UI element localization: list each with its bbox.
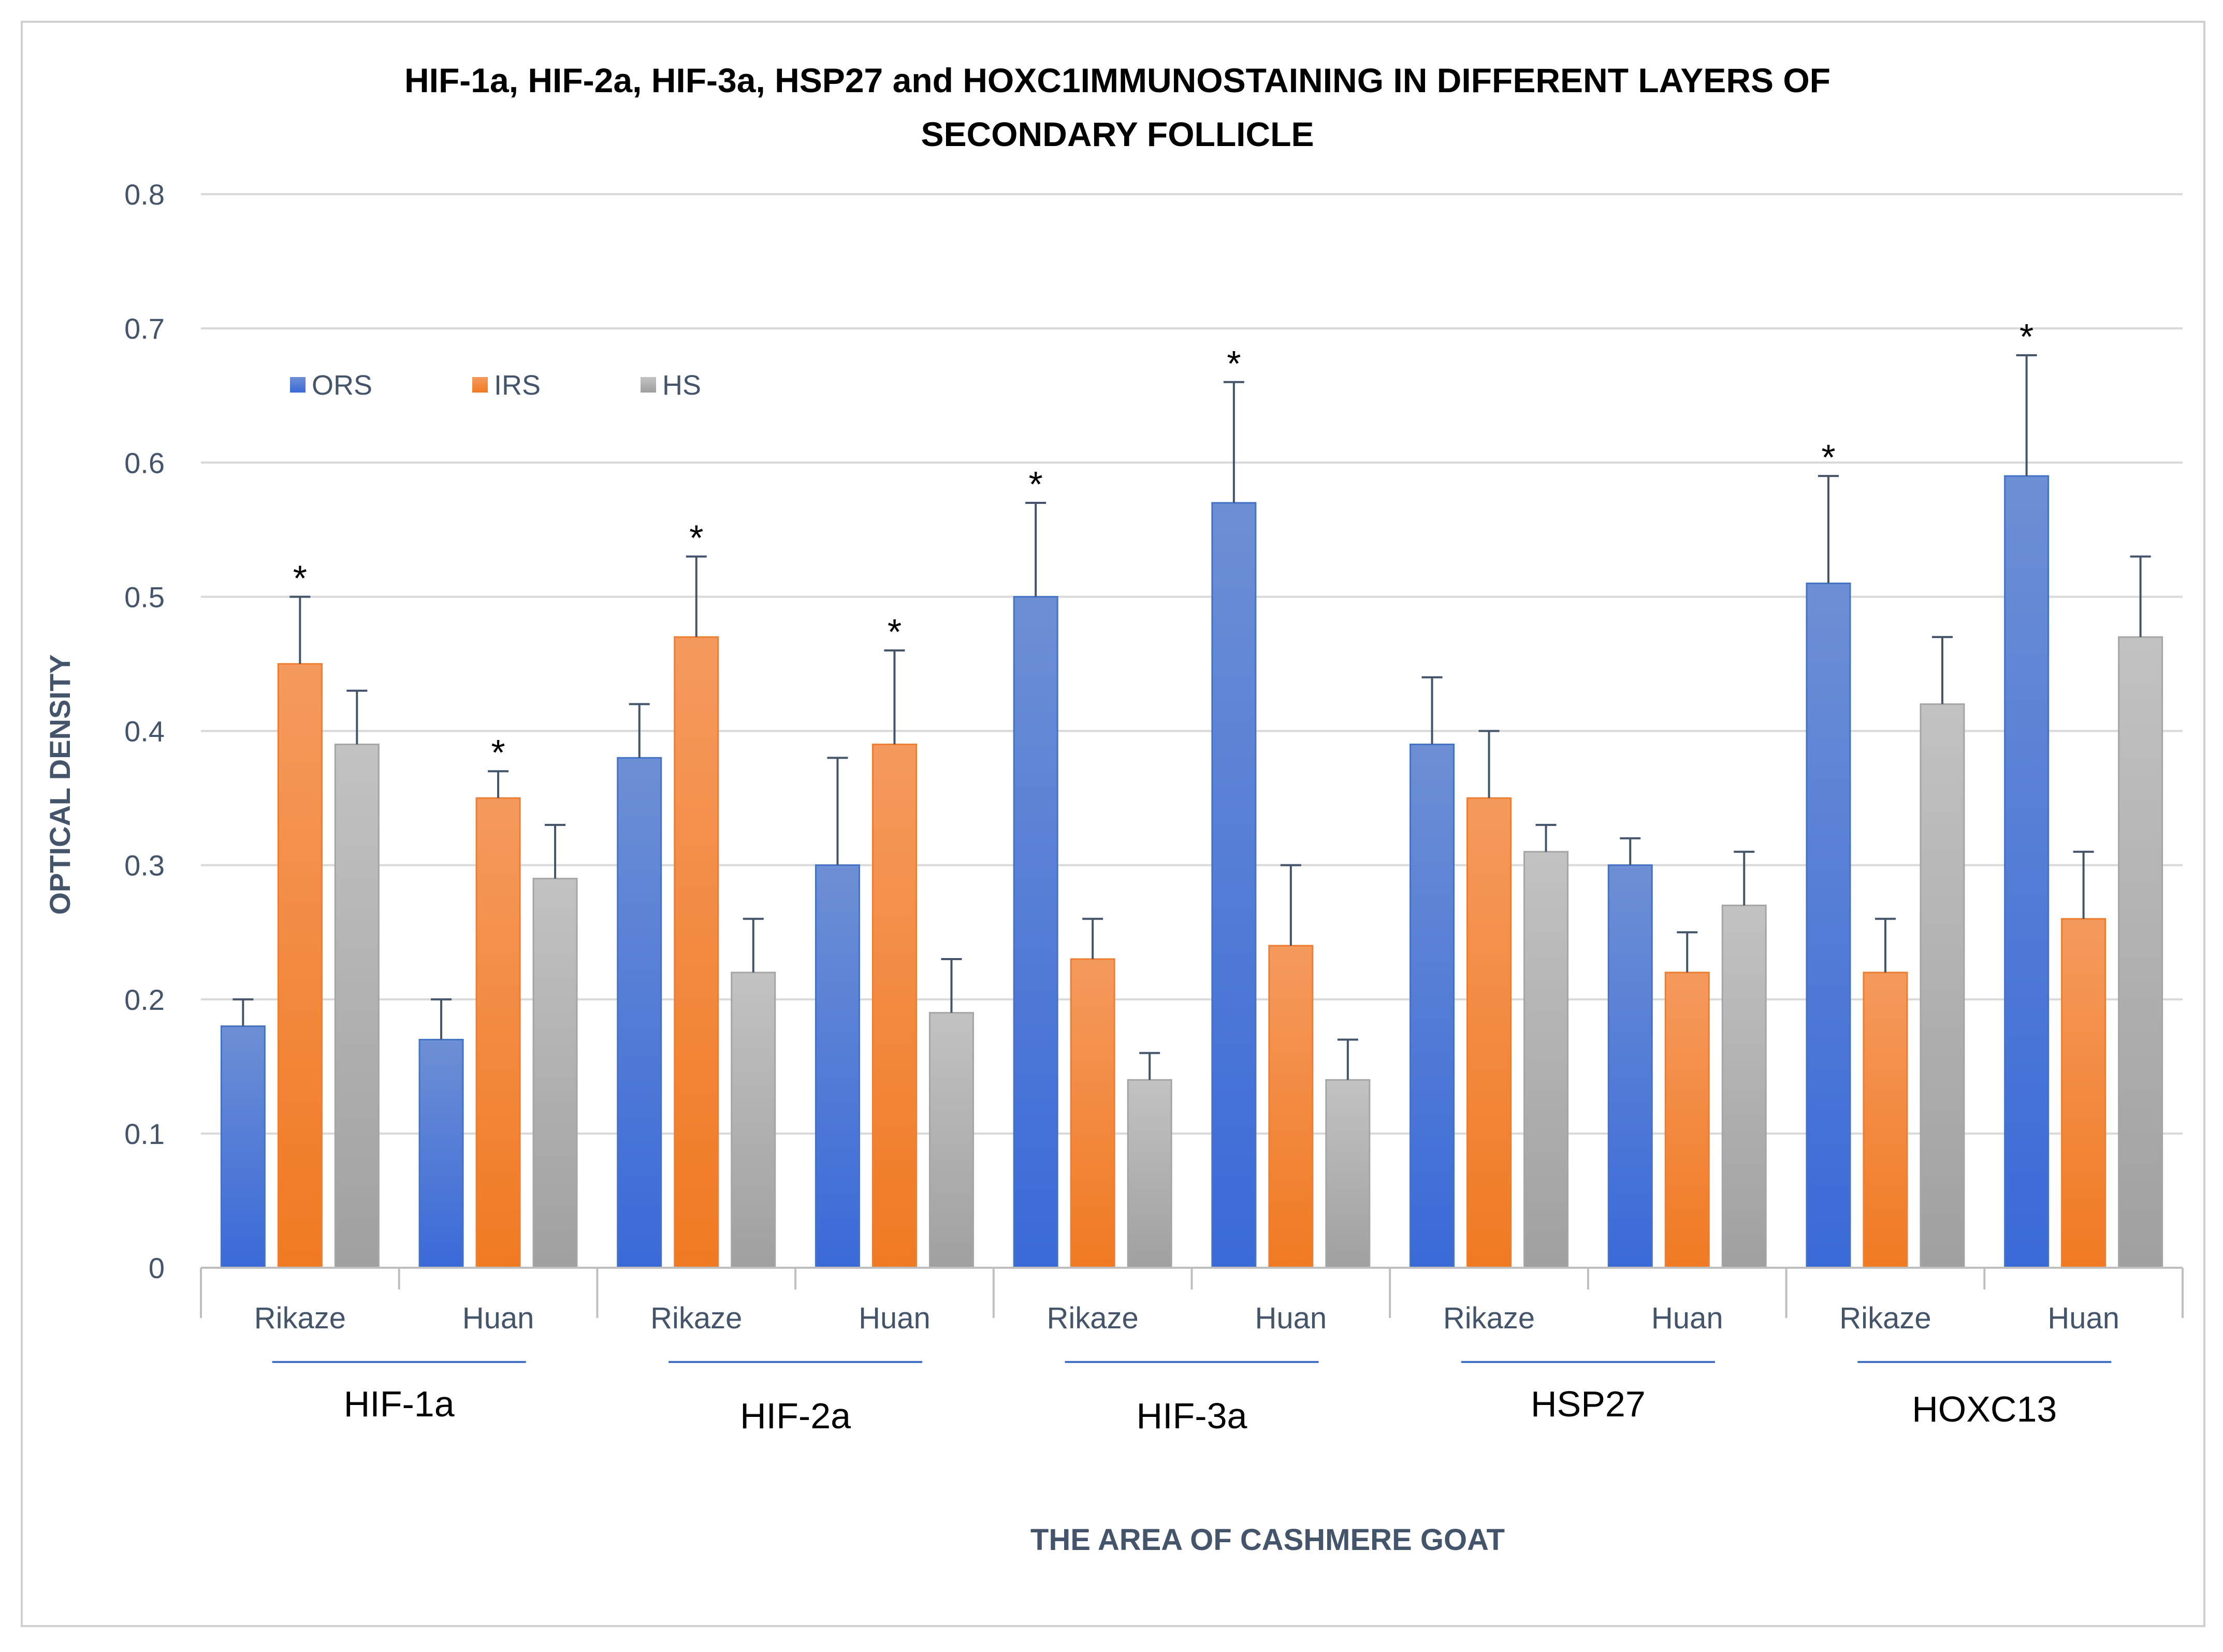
bar-ors (1806, 582, 1851, 1269)
bar-hs (1523, 851, 1569, 1269)
bar-ors (2004, 475, 2050, 1269)
bar-irs (1863, 972, 1908, 1269)
error-bars (233, 354, 2151, 1080)
x-group-label: HIF-2a (740, 1396, 851, 1436)
bar-ors (1410, 743, 1455, 1269)
bar-irs (674, 636, 719, 1269)
significance-markers: * * * * * * * * (293, 316, 2034, 773)
legend-label-ors: ORS (312, 370, 372, 401)
y-tick-label: 0.1 (124, 1118, 165, 1150)
x-category-label: Huan (2047, 1301, 2119, 1335)
y-axis-label: OPTICAL DENSITY (43, 654, 76, 915)
x-category-label: Rikaze (254, 1301, 346, 1335)
bar-ors (220, 1025, 266, 1269)
bar-irs (475, 797, 521, 1269)
significance-star: * (1029, 464, 1043, 504)
y-tick-label: 0 (149, 1252, 165, 1284)
bar-irs (871, 743, 917, 1269)
bar-ors (1607, 864, 1653, 1269)
bar-hs (1920, 703, 1965, 1269)
bar-irs (277, 663, 323, 1269)
y-tick-label: 0.8 (124, 178, 165, 211)
bar-irs (1268, 945, 1314, 1269)
bar-hs (1721, 904, 1767, 1269)
bar-irs (1070, 958, 1115, 1269)
bar-ors (1211, 502, 1257, 1269)
x-category-label: Rikaze (650, 1301, 742, 1335)
bar-hs (334, 743, 380, 1269)
bar-irs (1664, 972, 1710, 1269)
bar-hs (2118, 636, 2163, 1269)
legend: ORS IRS HS (290, 370, 701, 401)
x-axis-category-labels: Rikaze Huan Rikaze Huan Rikaze Huan Rikaze Huan… (254, 1301, 2119, 1335)
bar-ors (418, 1038, 464, 1269)
legend-swatch-ors (290, 377, 306, 393)
y-tick-label: 0.4 (124, 715, 165, 748)
legend-swatch-hs (641, 377, 656, 393)
significance-star: * (1227, 343, 1241, 384)
significance-star: * (888, 612, 902, 652)
x-category-label: Rikaze (1443, 1301, 1535, 1335)
bar-ors (617, 757, 662, 1269)
bar-hs (1127, 1079, 1172, 1269)
y-tick-label: 0.5 (124, 581, 165, 613)
legend-swatch-irs (472, 377, 488, 393)
x-category-label: Huan (859, 1301, 931, 1335)
y-axis-ticks: 0 0.1 0.2 0.3 0.4 0.5 0.6 0.7 0.8 (124, 178, 165, 1284)
significance-star: * (2019, 316, 2033, 357)
bar-ors (815, 864, 860, 1269)
chart-title-line-1: HIF-1a, HIF-2a, HIF-3a, HSP27 and HOXC1I… (404, 61, 1830, 99)
bar-hs (532, 878, 578, 1269)
x-axis (200, 1267, 2184, 1318)
bar-hs (1325, 1079, 1371, 1269)
significance-star: * (491, 732, 505, 773)
bar-hs (731, 972, 776, 1269)
y-tick-label: 0.3 (124, 849, 165, 882)
bar-hs (928, 1012, 974, 1269)
legend-label-hs: HS (662, 370, 701, 401)
x-axis-label: THE AREA OF CASHMERE GOAT (1030, 1523, 1505, 1557)
significance-star: * (689, 518, 703, 558)
significance-star: * (293, 558, 307, 598)
gridlines (201, 193, 2183, 1135)
bar-ors (1013, 596, 1058, 1269)
y-tick-label: 0.6 (124, 446, 165, 479)
x-category-label: Rikaze (1839, 1301, 1931, 1335)
x-category-label: Huan (1651, 1301, 1723, 1335)
significance-star: * (1821, 437, 1835, 477)
x-group-label: HOXC13 (1912, 1389, 2057, 1429)
x-category-label: Huan (1255, 1301, 1327, 1335)
chart-title-line-2: SECONDARY FOLLICLE (921, 115, 1314, 153)
y-tick-label: 0.2 (124, 983, 165, 1016)
bar-irs (2061, 918, 2106, 1269)
x-group-label: HIF-1a (344, 1384, 455, 1424)
x-category-label: Rikaze (1047, 1301, 1139, 1335)
x-group-label: HSP27 (1531, 1384, 1646, 1424)
legend-label-irs: IRS (494, 370, 541, 401)
x-category-label: Huan (462, 1301, 534, 1335)
y-tick-label: 0.7 (124, 312, 165, 345)
x-group-label: HIF-3a (1137, 1396, 1247, 1436)
bar-irs (1466, 797, 1512, 1269)
x-axis-group-labels: HIF-1a HIF-2a HIF-3a HSP27 HOXC13 (272, 1361, 2112, 1436)
